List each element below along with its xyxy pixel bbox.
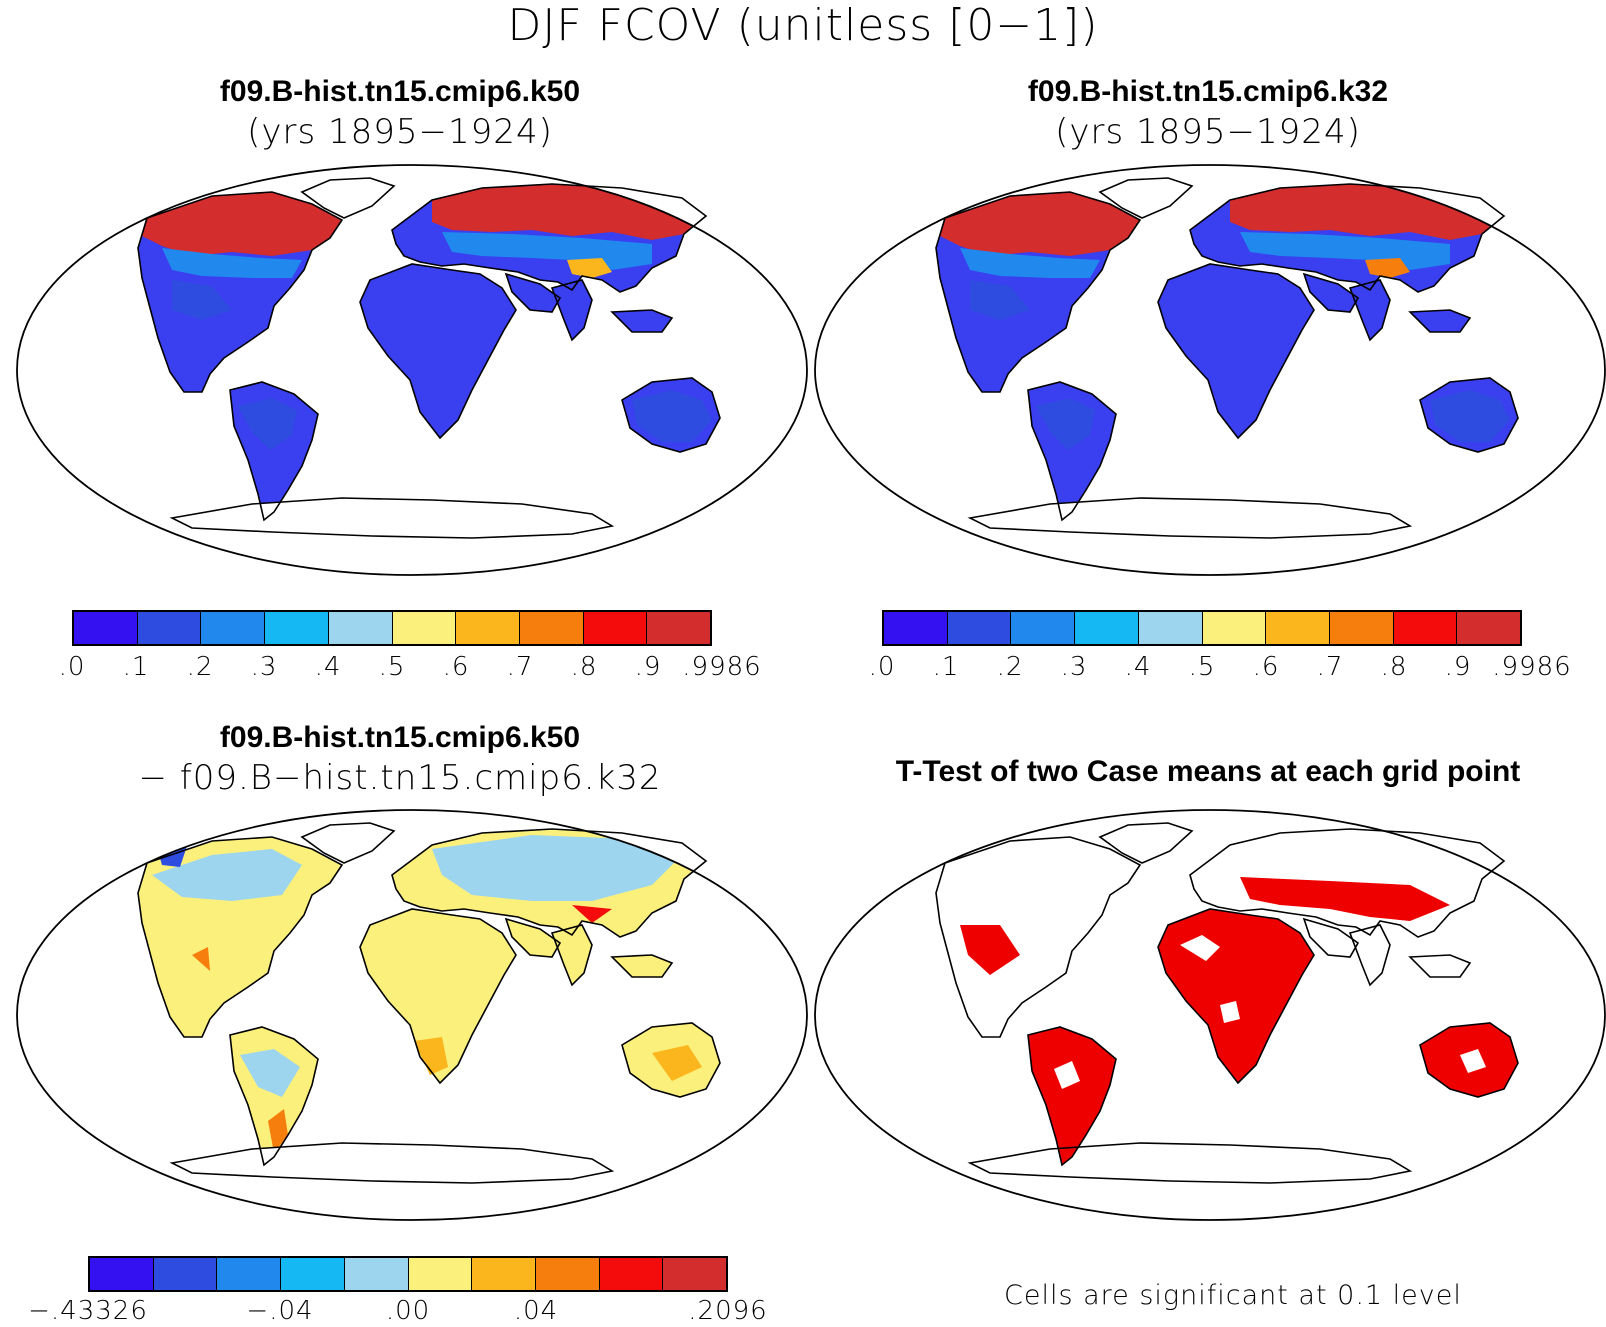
colorbar-swatch bbox=[328, 612, 393, 644]
colorbar-tick-label: .7 bbox=[1316, 652, 1344, 682]
colorbar-tick-label: .8 bbox=[570, 652, 598, 682]
colorbar-case1 bbox=[72, 610, 712, 646]
colorbar-swatch bbox=[1075, 612, 1139, 644]
colorbar-tick-label: −.04 bbox=[246, 1296, 314, 1326]
colorbar-swatch bbox=[137, 612, 202, 644]
colorbar-tick-label: .9 bbox=[1444, 652, 1472, 682]
case1-years: (yrs 1895−1924) bbox=[247, 112, 553, 152]
map-case2 bbox=[814, 164, 1606, 576]
colorbar-swatch bbox=[947, 612, 1012, 644]
colorbar-tick-label: .0 bbox=[868, 652, 896, 682]
map-ttest bbox=[814, 809, 1606, 1221]
colorbar-tick-label: .3 bbox=[1060, 652, 1088, 682]
colorbar-swatch bbox=[1266, 612, 1330, 644]
colorbar-tick-label: .4 bbox=[314, 652, 342, 682]
colorbar-tick-label: .3 bbox=[250, 652, 278, 682]
colorbar-tick-label: .2 bbox=[996, 652, 1024, 682]
case2-years: (yrs 1895−1924) bbox=[1055, 112, 1361, 152]
colorbar-tick-label: .2096 bbox=[688, 1296, 768, 1326]
colorbar-case2 bbox=[882, 610, 1522, 646]
diff-subtitle: − f09.B−hist.tn15.cmip6.k32 bbox=[138, 758, 662, 798]
colorbar-tick-label: .2 bbox=[186, 652, 214, 682]
colorbar-swatch bbox=[1329, 612, 1394, 644]
diff-title: f09.B-hist.tn15.cmip6.k50 bbox=[219, 721, 581, 754]
colorbar-tick-label: .1 bbox=[932, 652, 960, 682]
colorbar-tick-label: .1 bbox=[122, 652, 150, 682]
colorbar-swatch bbox=[535, 1258, 600, 1290]
colorbar-tick-label: .6 bbox=[442, 652, 470, 682]
colorbar-swatch bbox=[344, 1258, 409, 1290]
colorbar-swatch bbox=[1138, 612, 1203, 644]
colorbar-tick-label: .7 bbox=[506, 652, 534, 682]
colorbar-tick-label: .5 bbox=[378, 652, 406, 682]
map-case1 bbox=[16, 164, 808, 576]
colorbar-swatch bbox=[472, 1258, 536, 1290]
colorbar-tick-label: .0 bbox=[58, 652, 86, 682]
significance-note: Cells are significant at 0.1 level bbox=[1004, 1280, 1462, 1311]
colorbar-tick-label: .8 bbox=[1380, 652, 1408, 682]
panel-title-diff: f09.B-hist.tn15.cmip6.k50 − f09.B−hist.t… bbox=[100, 718, 700, 798]
colorbar-swatch bbox=[265, 612, 329, 644]
colorbar-swatch bbox=[74, 612, 138, 644]
colorbar-swatch bbox=[1457, 612, 1521, 644]
colorbar-swatch bbox=[153, 1258, 218, 1290]
colorbar-swatch bbox=[519, 612, 584, 644]
colorbar-tick-label: .4 bbox=[1124, 652, 1152, 682]
colorbar-swatch bbox=[663, 1258, 727, 1290]
panel-title-case1: f09.B-hist.tn15.cmip6.k50 (yrs 1895−1924… bbox=[100, 72, 700, 152]
colorbar-swatch bbox=[281, 1258, 345, 1290]
colorbar-swatch bbox=[647, 612, 711, 644]
colorbar-diff bbox=[88, 1256, 728, 1292]
colorbar-swatch bbox=[1393, 612, 1458, 644]
colorbar-tick-label: .9986 bbox=[682, 652, 762, 682]
colorbar-swatch bbox=[599, 1258, 664, 1290]
colorbar-swatch bbox=[392, 612, 457, 644]
colorbar-swatch bbox=[884, 612, 948, 644]
colorbar-tick-label: .04 bbox=[513, 1296, 559, 1326]
colorbar-swatch bbox=[217, 1258, 282, 1290]
figure-title: DJF FCOV (unitless [0−1]) bbox=[507, 0, 1099, 51]
colorbar-tick-label: .6 bbox=[1252, 652, 1280, 682]
colorbar-tick-label: .9 bbox=[634, 652, 662, 682]
colorbar-tick-label: .5 bbox=[1188, 652, 1216, 682]
case1-title: f09.B-hist.tn15.cmip6.k50 bbox=[219, 75, 581, 108]
colorbar-tick-label: −.43326 bbox=[28, 1296, 148, 1326]
panel-title-case2: f09.B-hist.tn15.cmip6.k32 (yrs 1895−1924… bbox=[908, 72, 1508, 152]
colorbar-tick-label: .00 bbox=[385, 1296, 431, 1326]
case2-title: f09.B-hist.tn15.cmip6.k32 bbox=[1027, 75, 1389, 108]
colorbar-swatch bbox=[1202, 612, 1267, 644]
colorbar-swatch bbox=[90, 1258, 154, 1290]
colorbar-swatch bbox=[1011, 612, 1076, 644]
colorbar-swatch bbox=[201, 612, 266, 644]
colorbar-tick-label: .9986 bbox=[1492, 652, 1572, 682]
colorbar-swatch bbox=[408, 1258, 473, 1290]
panel-title-ttest: T-Test of two Case means at each grid po… bbox=[808, 752, 1606, 792]
colorbar-swatch bbox=[583, 612, 648, 644]
map-diff bbox=[16, 809, 808, 1221]
ttest-title: T-Test of two Case means at each grid po… bbox=[895, 755, 1521, 788]
colorbar-swatch bbox=[456, 612, 520, 644]
